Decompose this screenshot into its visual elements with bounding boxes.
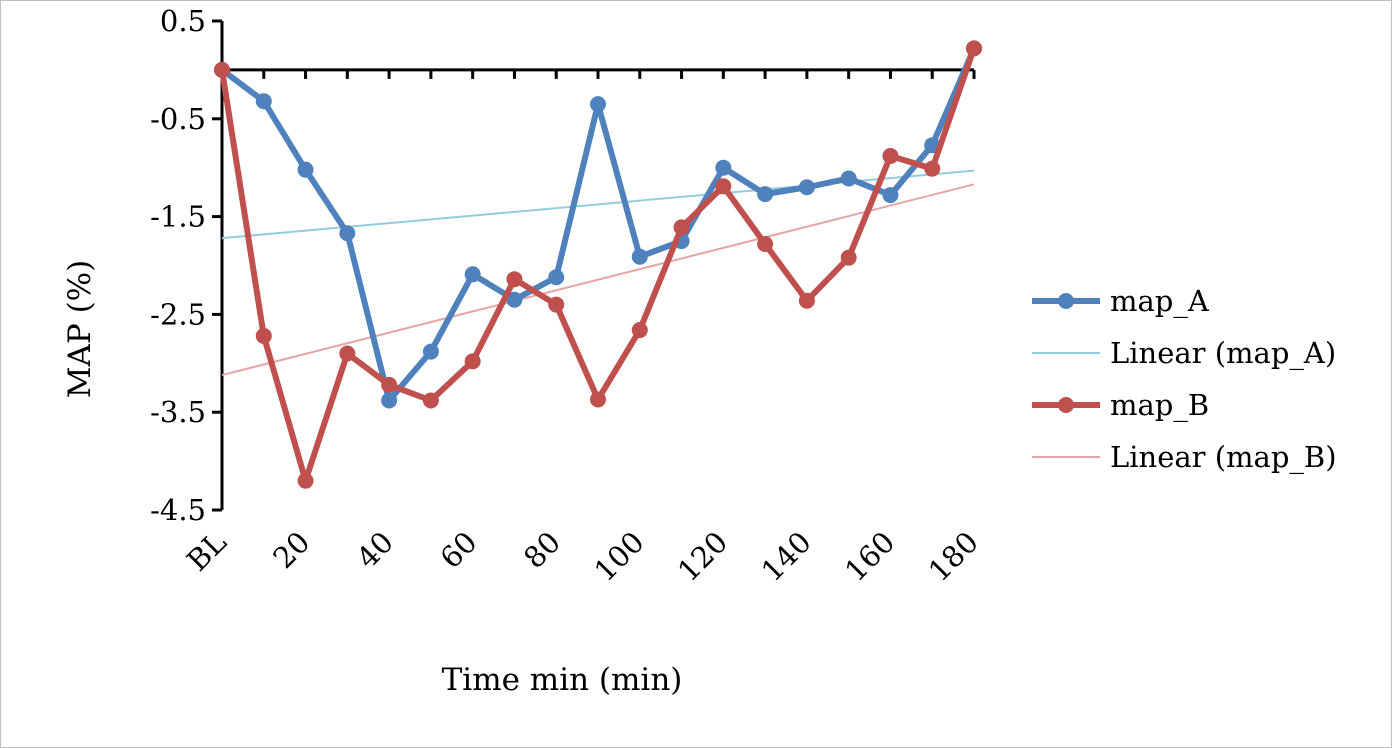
data-point-map_B — [966, 40, 982, 57]
x-tick-label: 120 — [671, 525, 734, 588]
data-point-map_A — [590, 96, 606, 113]
data-point-map_A — [757, 186, 774, 203]
data-point-map_A — [548, 269, 565, 286]
data-point-map_A — [631, 248, 648, 265]
data-point-map_B — [339, 345, 356, 362]
legend-marker-map_B — [1058, 397, 1074, 413]
data-point-map_B — [882, 147, 899, 164]
legend-label: Linear (map_B) — [1110, 440, 1337, 475]
legend-label: map_B — [1110, 388, 1209, 423]
data-point-map_B — [214, 61, 230, 78]
data-point-map_A — [255, 93, 272, 110]
data-point-map_B — [297, 472, 314, 489]
y-tick-label: -4.5 — [150, 493, 206, 527]
y-tick-label: -0.5 — [150, 102, 206, 136]
data-point-map_A — [715, 159, 732, 176]
data-point-map_A — [882, 187, 899, 204]
data-point-map_A — [381, 392, 398, 409]
x-axis-title: Time min (min) — [442, 662, 683, 698]
data-point-map_B — [548, 296, 565, 313]
data-point-map_B — [422, 392, 439, 409]
legend-label: Linear (map_A) — [1110, 336, 1336, 371]
data-point-map_B — [798, 292, 815, 309]
x-tick-label: 140 — [755, 525, 818, 588]
x-tick-label: 80 — [517, 525, 567, 575]
plot-area: 0.5 -0.5 -1.5 -2.5 -3.5 -4.5BL 20 40 60 80 100 120 1… — [150, 4, 985, 588]
x-tick-label: 60 — [433, 525, 483, 575]
data-point-map_A — [798, 179, 815, 196]
data-point-map_B — [255, 327, 272, 344]
data-point-map_B — [673, 219, 690, 236]
data-point-map_A — [339, 225, 356, 242]
data-point-map_B — [506, 271, 523, 288]
y-tick-label: -3.5 — [150, 395, 206, 429]
x-tick-label: 100 — [588, 525, 651, 588]
data-point-map_B — [840, 249, 857, 266]
data-point-map_B — [464, 353, 481, 370]
data-point-map_B — [631, 322, 648, 339]
data-point-map_A — [422, 343, 439, 360]
data-point-map_A — [506, 291, 523, 308]
x-tick-label: 160 — [838, 525, 901, 588]
y-tick-label: -2.5 — [150, 297, 206, 331]
data-point-map_A — [297, 161, 314, 178]
x-tick-label: 40 — [350, 525, 400, 575]
y-axis-title: MAP (%) — [62, 260, 98, 399]
trendline — [221, 183, 975, 377]
legend: map_A Linear (map_A) map_B Linear (map_B) — [1032, 284, 1337, 475]
x-tick-label: 180 — [922, 525, 985, 588]
data-point-map_B — [924, 160, 941, 177]
legend-marker-map_A — [1058, 293, 1074, 309]
data-point-map_A — [464, 266, 481, 283]
data-point-map_B — [715, 178, 732, 195]
y-tick-label: -1.5 — [150, 200, 206, 234]
data-point-map_B — [757, 235, 774, 252]
x-tick-label: BL — [180, 525, 233, 578]
data-point-map_B — [381, 376, 398, 393]
legend-label: map_A — [1110, 284, 1210, 319]
x-tick-label: 20 — [266, 525, 316, 575]
data-point-map_A — [840, 170, 857, 187]
y-tick-label: 0.5 — [160, 4, 206, 38]
data-point-map_B — [590, 391, 606, 408]
